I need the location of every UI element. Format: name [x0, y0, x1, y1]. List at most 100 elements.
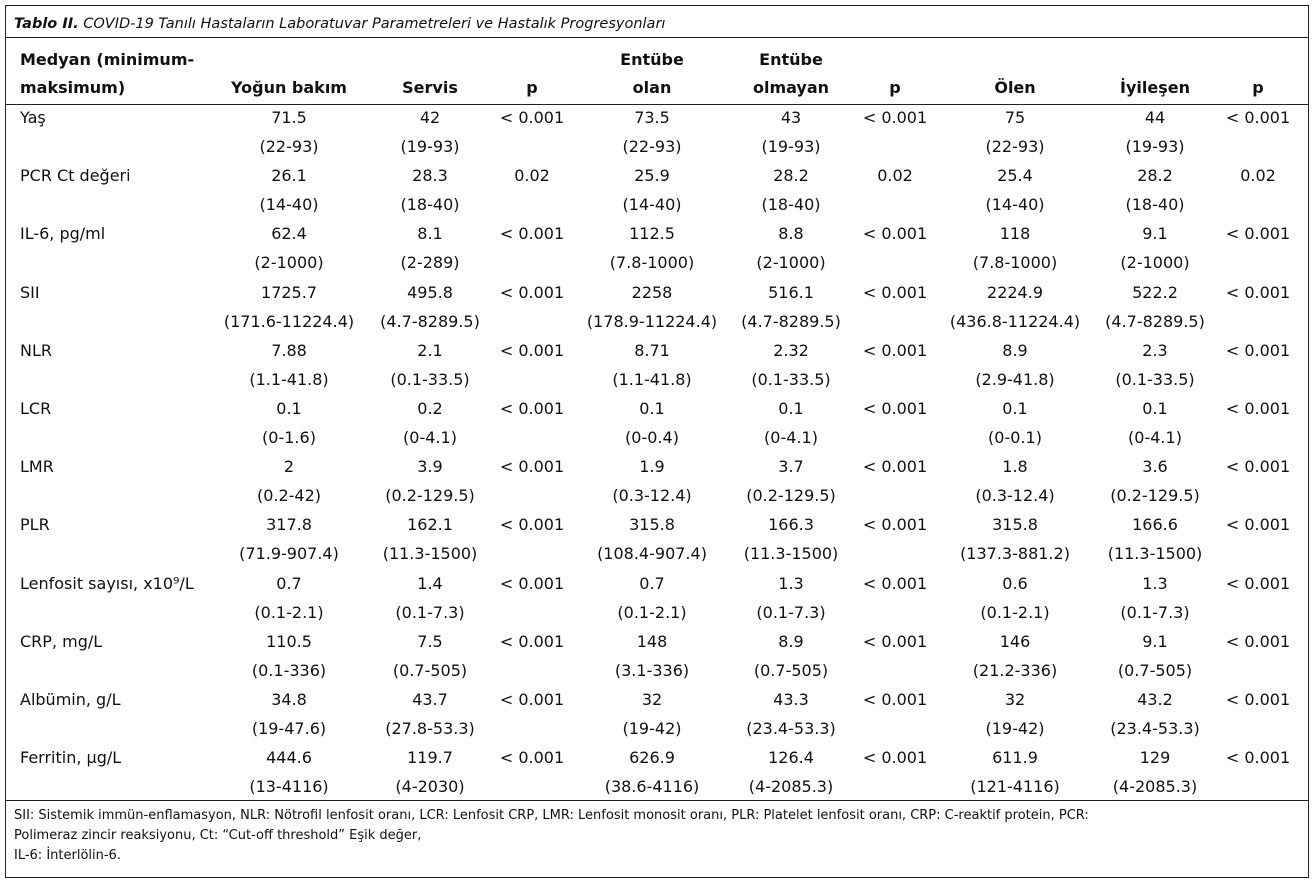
value-cell: < 0.001 [1225, 457, 1291, 477]
value-cell: 146 [999, 631, 1031, 651]
row-label: CRP, mg/L [20, 631, 103, 651]
value-cell: 9.1 [1142, 631, 1168, 651]
title-text: COVID-19 Tanılı Hastaların Laboratuvar P… [83, 16, 666, 32]
value-cell: 626.9 [629, 748, 675, 768]
range-cell: (11.3-1500) [382, 544, 478, 564]
table-frame [5, 5, 1309, 878]
value-cell: 1.3 [778, 573, 804, 593]
value-cell: 0.7 [276, 573, 302, 593]
value-cell: 162.1 [407, 515, 453, 535]
value-cell: 28.3 [412, 166, 448, 186]
range-cell: (0-1.6) [262, 428, 316, 447]
header-cell: p [526, 78, 538, 97]
value-cell: 0.6 [1002, 573, 1028, 593]
value-cell: 2 [283, 457, 295, 477]
value-cell: < 0.001 [1225, 573, 1291, 593]
range-cell: (0.1-7.3) [756, 602, 826, 622]
value-cell: 0.1 [639, 399, 665, 418]
range-cell: (0-0.1) [988, 428, 1042, 447]
value-cell: 73.5 [634, 108, 670, 127]
range-cell: (14-40) [259, 195, 319, 215]
value-cell: 28.2 [773, 166, 809, 186]
range-cell: (0.3-12.4) [612, 486, 692, 506]
value-cell: 43.2 [1137, 690, 1173, 709]
value-cell: 1.8 [1002, 457, 1028, 477]
value-cell: 126.4 [768, 748, 814, 768]
value-cell: < 0.001 [1225, 690, 1291, 709]
value-cell: 522.2 [1132, 282, 1178, 302]
range-cell: (13-4116) [249, 777, 329, 797]
range-cell: (4-2030) [395, 777, 465, 797]
value-cell: 495.8 [407, 282, 453, 302]
range-cell: (0.2-129.5) [746, 486, 836, 506]
value-cell: < 0.001 [499, 690, 565, 709]
value-cell: 43.3 [773, 690, 809, 709]
range-cell: (1.1-41.8) [249, 369, 329, 389]
range-cell: (38.6-4116) [604, 777, 700, 797]
range-cell: (18-40) [400, 195, 460, 215]
value-cell: 112.5 [629, 224, 675, 244]
range-cell: (19-47.6) [251, 719, 327, 738]
header-cell: olmayan [752, 78, 830, 97]
header-cell: Entübe [759, 50, 823, 69]
range-cell: (22-93) [622, 137, 682, 156]
header-cell: p [1252, 78, 1264, 97]
range-cell: (4-2085.3) [1112, 777, 1198, 797]
value-cell: 25.4 [997, 166, 1033, 186]
value-cell: 611.9 [992, 748, 1038, 768]
range-cell: (0-4.1) [1128, 428, 1182, 447]
range-cell: (71.9-907.4) [239, 544, 339, 564]
range-cell: (0.1-33.5) [751, 369, 831, 389]
row-label: PCR Ct değeri [20, 166, 131, 186]
header-cell: Entübe [620, 50, 684, 69]
range-cell: (23.4-53.3) [1110, 719, 1200, 738]
value-cell: < 0.001 [499, 224, 565, 244]
range-cell: (22-93) [259, 137, 319, 156]
value-cell: 3.9 [417, 457, 443, 477]
value-cell: 0.1 [1002, 399, 1028, 418]
row-label: IL-6, pg/ml [20, 224, 106, 244]
range-cell: (18-40) [761, 195, 821, 215]
value-cell: < 0.001 [862, 573, 928, 593]
range-cell: (0.1-7.3) [395, 602, 465, 622]
range-cell: (108.4-907.4) [597, 544, 707, 564]
value-cell: 3.7 [778, 457, 804, 477]
range-cell: (436.8-11224.4) [949, 311, 1081, 331]
value-cell: 32 [1004, 690, 1026, 709]
value-cell: 43 [780, 108, 802, 127]
value-cell: 2258 [631, 282, 673, 302]
range-cell: (0-4.1) [403, 428, 457, 447]
value-cell: 25.9 [634, 166, 670, 186]
value-cell: 7.5 [417, 631, 443, 651]
value-cell: < 0.001 [862, 631, 928, 651]
value-cell: < 0.001 [499, 108, 565, 127]
header-cell: p [889, 78, 901, 97]
value-cell: 119.7 [407, 748, 453, 768]
value-cell: 118 [999, 224, 1031, 244]
rule [5, 37, 1309, 38]
value-cell: 110.5 [266, 631, 312, 651]
range-cell: (4-2085.3) [748, 777, 834, 797]
value-cell: < 0.001 [1225, 399, 1291, 418]
range-cell: (0-0.4) [625, 428, 679, 447]
value-cell: 315.8 [992, 515, 1038, 535]
footnote-line: Polimeraz zincir reaksiyonu, Ct: “Cut-of… [14, 828, 422, 843]
value-cell: 2.3 [1142, 340, 1168, 360]
range-cell: (2-1000) [756, 253, 826, 273]
range-cell: (18-40) [1125, 195, 1185, 215]
value-cell: 7.88 [271, 340, 307, 360]
range-cell: (14-40) [985, 195, 1045, 215]
row-label: Albümin, g/L [20, 690, 121, 709]
value-cell: 8.1 [417, 224, 443, 244]
range-cell: (0.1-33.5) [1115, 369, 1195, 389]
range-cell: (19-93) [400, 137, 460, 156]
value-cell: < 0.001 [862, 108, 928, 127]
value-cell: < 0.001 [499, 399, 565, 418]
range-cell: (0.1-33.5) [390, 369, 470, 389]
value-cell: < 0.001 [499, 573, 565, 593]
value-cell: 34.8 [271, 690, 307, 709]
value-cell: 8.8 [778, 224, 804, 244]
value-cell: < 0.001 [1225, 515, 1291, 535]
value-cell: < 0.001 [1225, 748, 1291, 768]
range-cell: (4.7-8289.5) [380, 311, 480, 331]
